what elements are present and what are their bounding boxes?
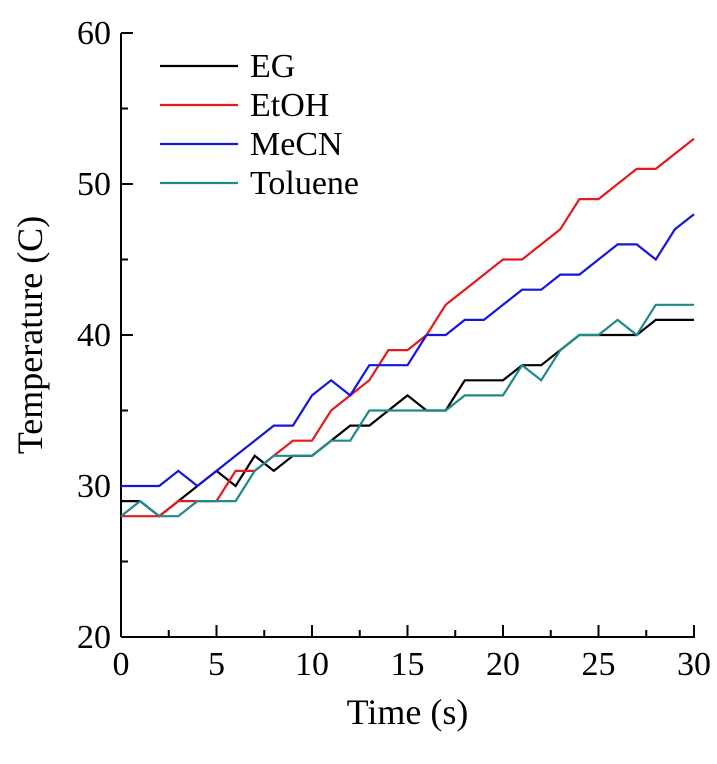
y-tick-label: 40 <box>77 317 111 354</box>
y-axis-title: Temperature (C) <box>10 216 50 454</box>
x-tick-label: 10 <box>295 646 329 683</box>
series-line-mecn <box>121 213 695 488</box>
legend-label-eg: EG <box>250 48 295 85</box>
x-axis-title: Time (s) <box>347 692 469 732</box>
legend-label-mecn: MeCN <box>250 126 343 163</box>
y-tick-label: 30 <box>77 468 111 505</box>
y-tick-label: 20 <box>77 619 111 656</box>
x-tick-label: 15 <box>391 646 425 683</box>
x-tick-label: 0 <box>113 646 130 683</box>
x-tick-label: 5 <box>208 646 225 683</box>
x-tick-label: 25 <box>582 646 616 683</box>
y-axis-ticks: 20 30 40 50 60 <box>77 15 133 656</box>
legend-label-etoh: EtOH <box>250 87 329 124</box>
series-layer <box>120 137 695 518</box>
y-tick-label: 60 <box>77 15 111 52</box>
x-tick-label: 30 <box>677 646 711 683</box>
x-axis-ticks: 0 5 10 15 20 25 30 <box>113 625 711 683</box>
y-tick-label: 50 <box>77 166 111 203</box>
legend-label-toluene: Toluene <box>250 165 359 202</box>
series-line-toluene <box>120 303 694 518</box>
x-tick-label: 20 <box>486 646 520 683</box>
